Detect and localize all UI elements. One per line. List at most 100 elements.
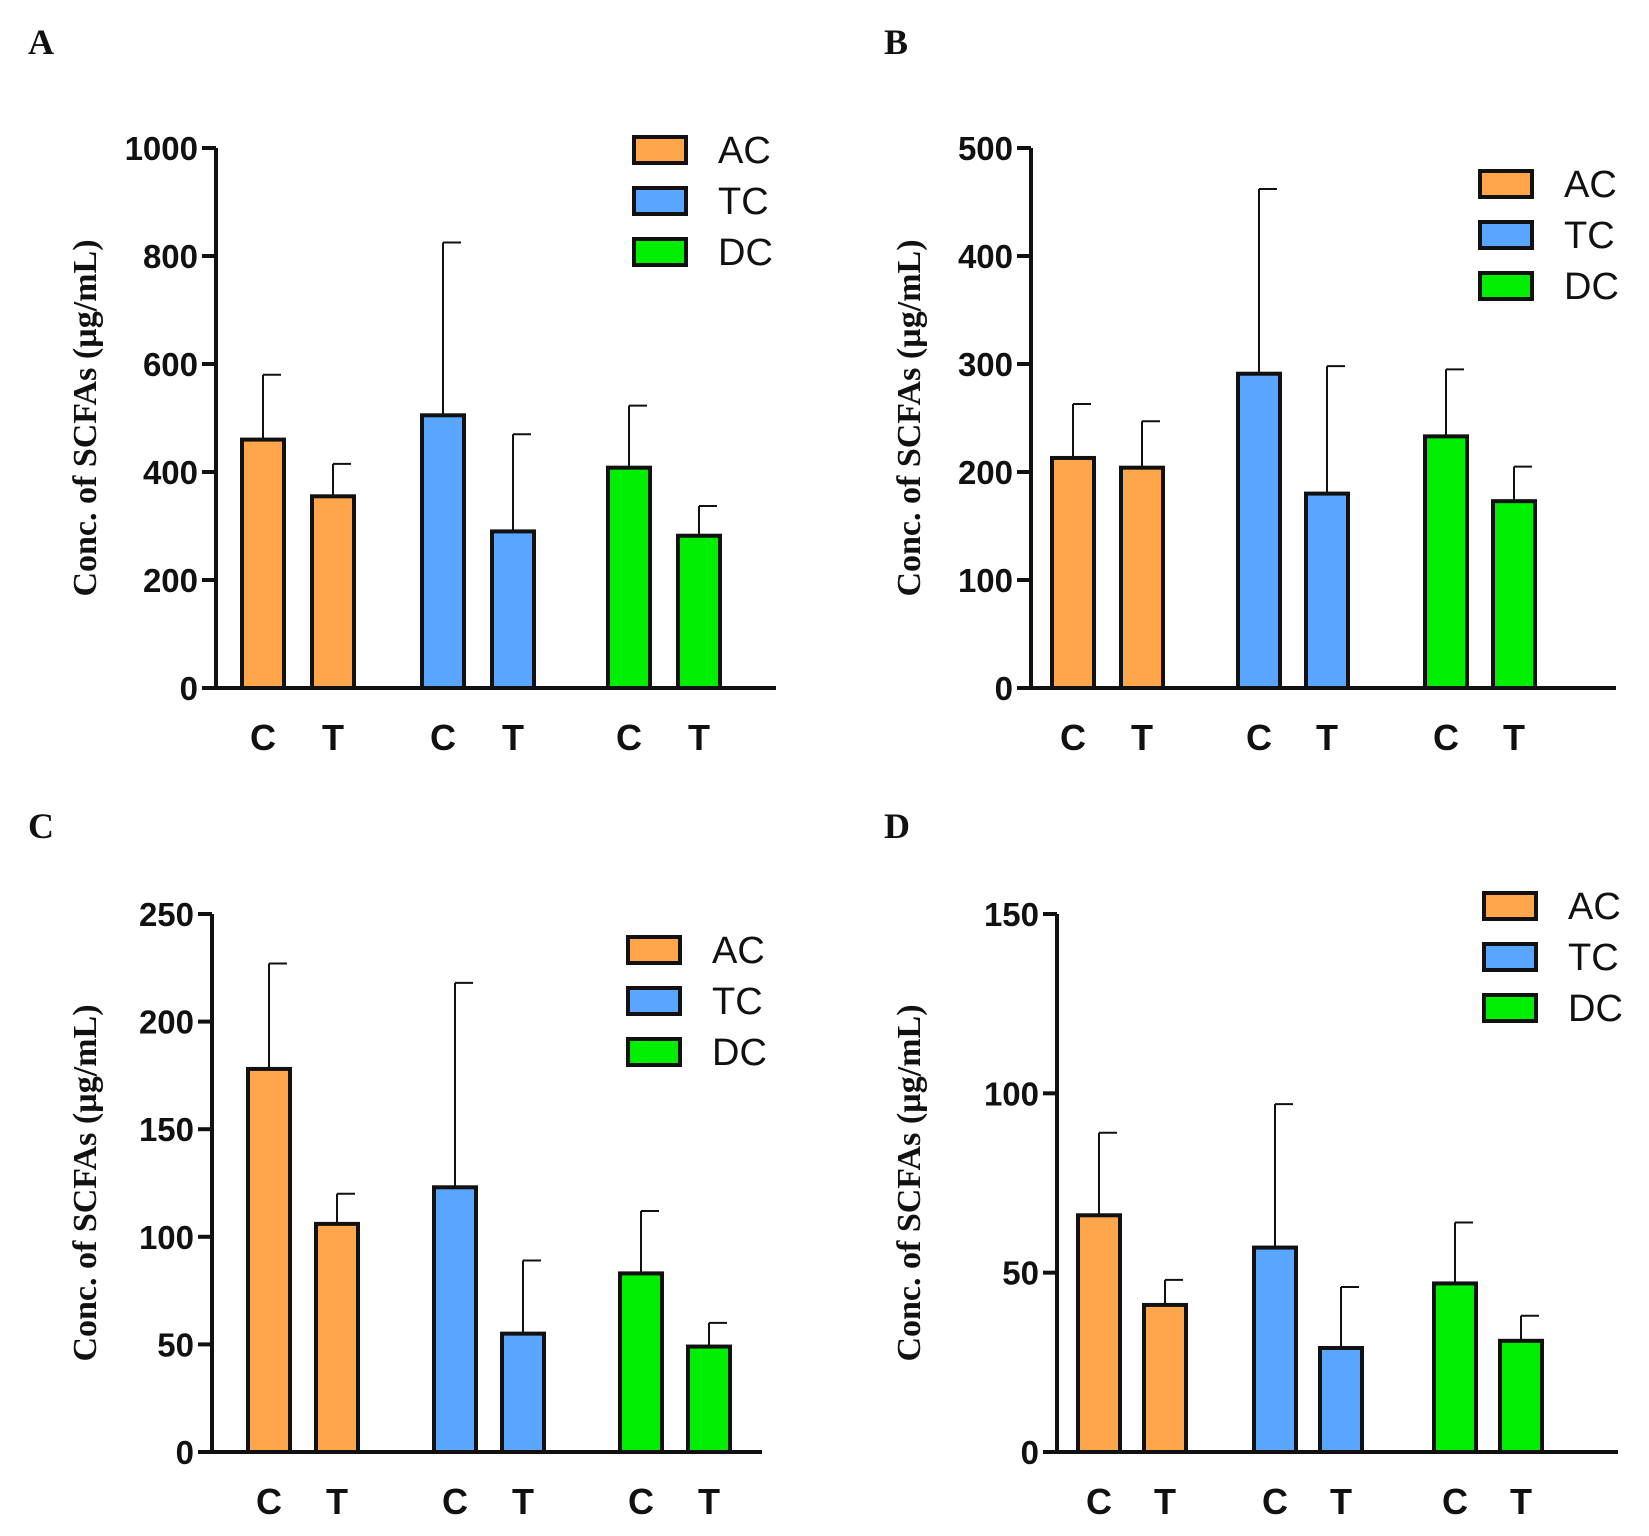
x-category-label: C — [442, 1481, 468, 1522]
x-category-label: C — [256, 1481, 282, 1522]
x-category-label: T — [1503, 717, 1525, 758]
x-category-label: C — [250, 717, 276, 758]
legend-label-tc: TC — [1564, 215, 1615, 257]
y-tick-label: 100 — [139, 1219, 194, 1256]
x-category-label: T — [326, 1481, 348, 1522]
legend-label-dc: DC — [712, 1032, 767, 1074]
y-tick-label: 100 — [984, 1075, 1039, 1112]
legend-swatch-dc — [632, 237, 688, 267]
y-tick-label: 400 — [958, 238, 1013, 275]
y-tick-label: 0 — [176, 1434, 194, 1471]
panel-letter: A — [28, 22, 54, 62]
bar-ac-c — [1050, 455, 1096, 690]
y-tick-label: 1000 — [125, 130, 198, 167]
bar-tc-t — [500, 1331, 546, 1455]
bar-dc-c — [618, 1271, 664, 1454]
legend-label-ac: AC — [1568, 886, 1621, 928]
legend-label-tc: TC — [1568, 937, 1619, 979]
chart-panel-b: B Conc. of SCFAs (µg/mL) 0 100 200 300 400 500 C… — [824, 0, 1648, 768]
chart-panel-d: D Conc. of SCFAs (µg/mL) 0 50 100 150 C T C T C T AC… — [824, 768, 1648, 1536]
bar-dc-t — [676, 533, 722, 690]
y-axis-label: Conc. of SCFAs (µg/mL) — [891, 1004, 928, 1361]
bar-tc-c — [432, 1185, 478, 1454]
x-category-label: C — [1246, 717, 1272, 758]
legend-swatch-ac — [1482, 891, 1538, 921]
bar-ac-t — [1142, 1302, 1188, 1454]
x-category-label: T — [1131, 717, 1153, 758]
x-category-label: T — [1510, 1481, 1532, 1522]
y-tick-label: 400 — [143, 454, 198, 491]
legend-swatch-ac — [626, 935, 682, 965]
legend-swatch-tc — [1482, 942, 1538, 972]
bar-ac-t — [310, 494, 356, 690]
legend-swatch-dc — [1478, 271, 1534, 301]
bar-ac-t — [1119, 465, 1165, 690]
legend-label-tc: TC — [718, 181, 769, 223]
y-tick-label: 0 — [995, 670, 1013, 707]
x-category-label: T — [512, 1481, 534, 1522]
legend-label-ac: AC — [712, 930, 765, 972]
bar-tc-t — [1318, 1345, 1364, 1455]
y-tick-label: 100 — [958, 562, 1013, 599]
bar-ac-c — [240, 437, 286, 690]
legend-label-ac: AC — [1564, 164, 1617, 206]
legend-swatch-ac — [632, 135, 688, 165]
y-tick-label: 0 — [180, 670, 198, 707]
chart-panel-c: C Conc. of SCFAs (µg/mL) 0 50 100 150 200 250 C T… — [0, 768, 824, 1536]
x-category-label: T — [1316, 717, 1338, 758]
legend-swatch-dc — [626, 1037, 682, 1067]
chart-svg-c: C Conc. of SCFAs (µg/mL) 0 50 100 150 200 250 C T… — [28, 806, 767, 1522]
x-category-label: C — [616, 717, 642, 758]
bar-ac-c — [246, 1066, 292, 1454]
bar-tc-t — [1304, 491, 1350, 690]
y-tick-label: 150 — [139, 1111, 194, 1148]
bar-tc-t — [490, 529, 536, 691]
y-tick-label: 250 — [139, 896, 194, 933]
y-tick-label: 200 — [143, 562, 198, 599]
legend-label-dc: DC — [718, 232, 773, 274]
chart-panel-a: A Conc. of SCFAs (µg/mL) 0 200 400 600 800 1000… — [0, 0, 824, 768]
bar-dc-t — [1498, 1338, 1544, 1455]
x-category-label: C — [1262, 1481, 1288, 1522]
legend-label-dc: DC — [1564, 266, 1619, 308]
bar-tc-c — [1252, 1245, 1298, 1454]
y-axis-label: Conc. of SCFAs (µg/mL) — [891, 239, 928, 596]
x-category-label: T — [322, 717, 344, 758]
y-axis-label: Conc. of SCFAs (µg/mL) — [67, 239, 104, 596]
legend-swatch-ac — [1478, 169, 1534, 199]
bar-ac-t — [314, 1221, 360, 1454]
legend-label-ac: AC — [718, 130, 771, 172]
chart-svg-a: A Conc. of SCFAs (µg/mL) 0 200 400 600 800 1000… — [28, 22, 776, 758]
bar-tc-c — [420, 413, 466, 690]
y-tick-label: 800 — [143, 238, 198, 275]
y-tick-label: 150 — [984, 896, 1039, 933]
x-category-label: C — [628, 1481, 654, 1522]
panel-letter: C — [28, 806, 54, 846]
bar-tc-c — [1236, 371, 1282, 690]
y-tick-label: 50 — [157, 1326, 194, 1363]
y-tick-label: 200 — [139, 1004, 194, 1041]
y-axis-label: Conc. of SCFAs (µg/mL) — [67, 1004, 104, 1361]
y-tick-label: 200 — [958, 454, 1013, 491]
x-category-label: T — [688, 717, 710, 758]
y-tick-label: 300 — [958, 346, 1013, 383]
y-tick-label: 600 — [143, 346, 198, 383]
x-category-label: T — [698, 1481, 720, 1522]
legend-swatch-tc — [1478, 220, 1534, 250]
legend-label-dc: DC — [1568, 988, 1623, 1030]
x-category-label: T — [1154, 1481, 1176, 1522]
bar-dc-t — [1491, 499, 1537, 690]
panel-letter: D — [884, 806, 910, 846]
bar-dc-t — [686, 1344, 732, 1454]
x-category-label: C — [1442, 1481, 1468, 1522]
x-category-label: C — [1086, 1481, 1112, 1522]
bar-dc-c — [1423, 434, 1469, 690]
x-category-label: C — [1060, 717, 1086, 758]
legend-swatch-tc — [626, 986, 682, 1016]
x-category-label: C — [430, 717, 456, 758]
legend-label-tc: TC — [712, 981, 763, 1023]
x-category-label: C — [1433, 717, 1459, 758]
y-tick-label: 500 — [958, 130, 1013, 167]
bar-dc-c — [1432, 1281, 1478, 1455]
